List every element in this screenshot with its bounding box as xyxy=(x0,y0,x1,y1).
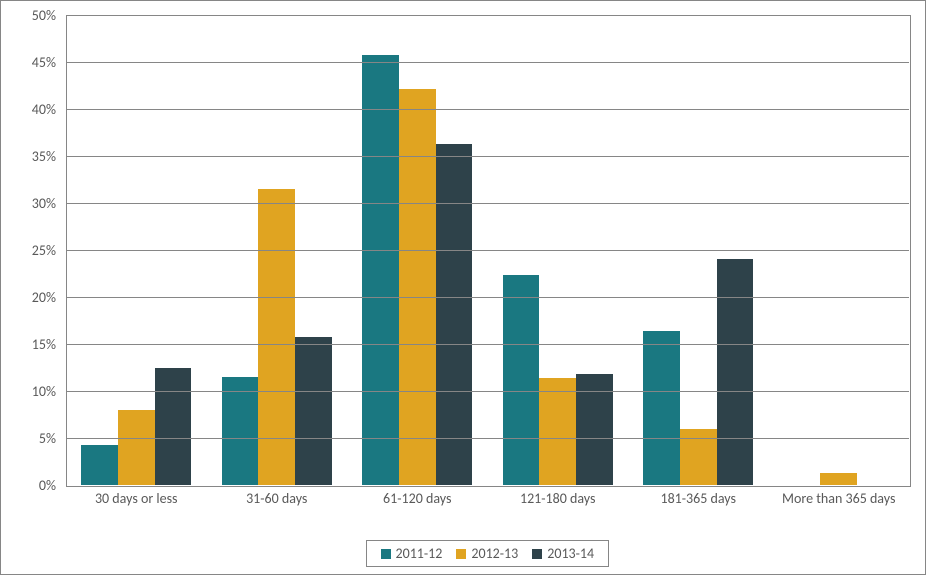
y-tick-label: 0% xyxy=(0,477,56,494)
gridline xyxy=(66,391,909,392)
bar xyxy=(717,259,754,485)
bar xyxy=(258,189,295,485)
legend-label: 2012-13 xyxy=(471,545,518,562)
legend-item: 2013-14 xyxy=(532,545,594,562)
bar-chart: 0% 5% 10% 15% 20% 25% 30% 35% 40% 45% 50% 30 days o… xyxy=(0,0,926,575)
x-tick-label: 61-120 days xyxy=(347,491,488,507)
gridline xyxy=(66,250,909,251)
bar xyxy=(295,337,332,485)
y-tick-label: 15% xyxy=(0,336,56,353)
y-tick-label: 25% xyxy=(0,242,56,259)
gridline xyxy=(66,62,909,63)
bar xyxy=(643,331,680,485)
y-tick-label: 45% xyxy=(0,54,56,71)
legend-item: 2011-12 xyxy=(381,545,443,562)
bar xyxy=(362,55,399,485)
gridline xyxy=(66,344,909,345)
bar xyxy=(399,89,436,485)
legend-label: 2011-12 xyxy=(396,545,443,562)
gridline xyxy=(66,156,909,157)
x-tick-label: 121-180 days xyxy=(488,491,629,507)
legend: 2011-12 2012-13 2013-14 xyxy=(366,540,610,567)
gridline xyxy=(66,438,909,439)
bar xyxy=(81,445,118,485)
x-tick-label: 31-60 days xyxy=(207,491,348,507)
legend-swatch-icon xyxy=(532,549,542,559)
bar xyxy=(222,377,259,485)
x-tick-label: 30 days or less xyxy=(66,491,207,507)
gridline xyxy=(66,203,909,204)
y-tick-label: 50% xyxy=(0,7,56,24)
legend-swatch-icon xyxy=(456,549,466,559)
y-tick-label: 35% xyxy=(0,148,56,165)
legend-item: 2012-13 xyxy=(456,545,518,562)
legend-label: 2013-14 xyxy=(547,545,594,562)
bar xyxy=(155,368,192,485)
bar xyxy=(503,275,540,485)
y-tick-label: 10% xyxy=(0,383,56,400)
gridline xyxy=(66,109,909,110)
gridline xyxy=(66,297,909,298)
bar xyxy=(436,144,473,485)
legend-swatch-icon xyxy=(381,549,391,559)
y-tick-label: 30% xyxy=(0,195,56,212)
bar xyxy=(118,410,155,485)
y-tick-label: 5% xyxy=(0,430,56,447)
x-tick-label: 181-365 days xyxy=(628,491,769,507)
bar xyxy=(539,378,576,485)
y-tick-label: 20% xyxy=(0,289,56,306)
x-tick-label: More than 365 days xyxy=(769,491,910,507)
y-tick-label: 40% xyxy=(0,101,56,118)
bar xyxy=(820,473,857,485)
gridline xyxy=(66,15,909,16)
